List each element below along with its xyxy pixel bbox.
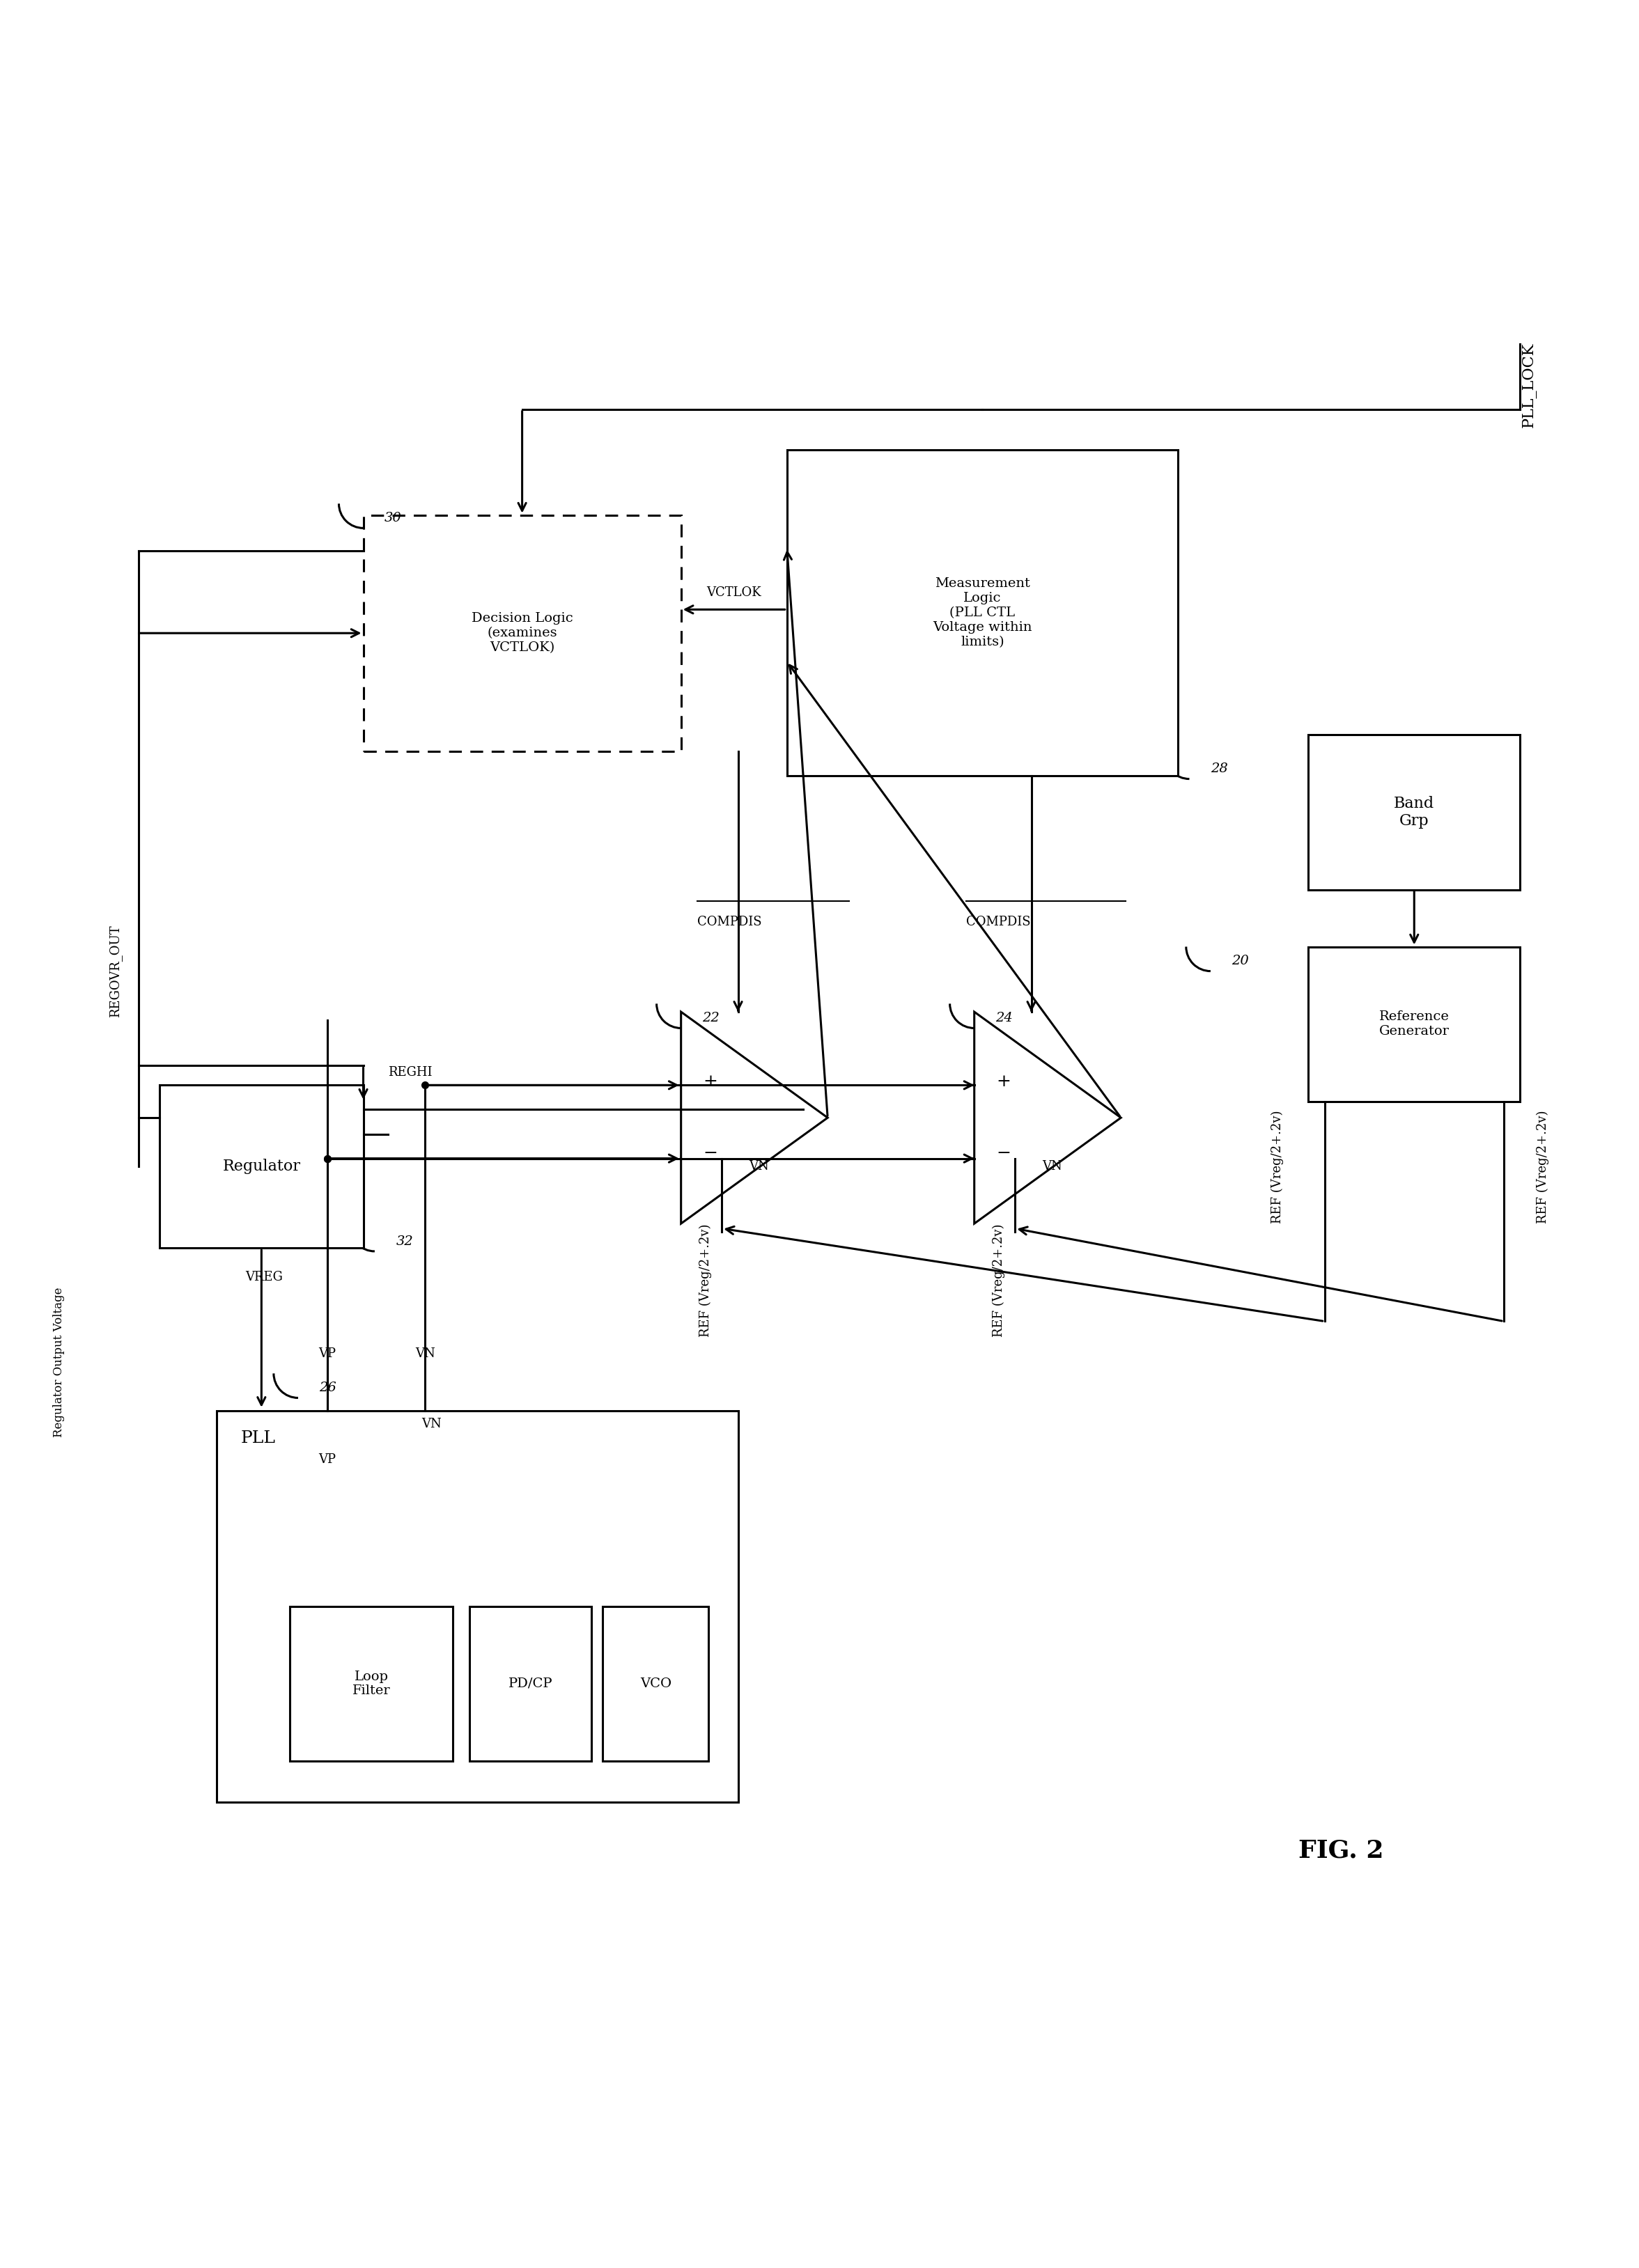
Bar bbox=[290, 1606, 452, 1760]
Text: PLL: PLL bbox=[241, 1431, 275, 1447]
Text: VN: VN bbox=[1042, 1161, 1062, 1173]
Text: REF (Vreg/2+.2v): REF (Vreg/2+.2v) bbox=[1272, 1109, 1283, 1222]
Bar bbox=[1308, 946, 1519, 1102]
Text: VN: VN bbox=[421, 1418, 443, 1431]
Text: REF (Vreg/2+.2v): REF (Vreg/2+.2v) bbox=[1536, 1109, 1549, 1222]
Text: VCTLOK: VCTLOK bbox=[706, 585, 762, 599]
Text: Loop
Filter: Loop Filter bbox=[352, 1669, 390, 1696]
Text: 24: 24 bbox=[995, 1012, 1013, 1025]
Text: REGOVR_OUT: REGOVR_OUT bbox=[110, 925, 123, 1018]
Bar bbox=[364, 515, 682, 751]
Text: Measurement
Logic
(PLL CTL
Voltage within
limits): Measurement Logic (PLL CTL Voltage withi… bbox=[933, 578, 1033, 649]
Text: COMPDIS: COMPDIS bbox=[965, 916, 1031, 928]
Text: VP: VP bbox=[318, 1347, 336, 1361]
Bar bbox=[469, 1606, 592, 1760]
Text: PLL_LOCK: PLL_LOCK bbox=[1521, 342, 1536, 426]
Text: Band
Grp: Band Grp bbox=[1393, 796, 1434, 828]
Bar bbox=[159, 1084, 364, 1247]
Text: +: + bbox=[703, 1073, 718, 1091]
Text: −: − bbox=[703, 1145, 718, 1161]
Text: 20: 20 bbox=[1233, 955, 1249, 968]
Text: FIG. 2: FIG. 2 bbox=[1298, 1839, 1383, 1862]
Text: VN: VN bbox=[415, 1347, 436, 1361]
Text: 30: 30 bbox=[385, 513, 402, 524]
Text: 28: 28 bbox=[1211, 762, 1228, 776]
Text: VREG: VREG bbox=[246, 1270, 282, 1284]
Bar bbox=[787, 449, 1178, 776]
Text: Decision Logic
(examines
VCTLOK): Decision Logic (examines VCTLOK) bbox=[472, 612, 574, 653]
Text: REGHI: REGHI bbox=[388, 1066, 433, 1077]
Text: REF (Vreg/2+.2v): REF (Vreg/2+.2v) bbox=[992, 1225, 1005, 1338]
Text: REF (Vreg/2+.2v): REF (Vreg/2+.2v) bbox=[700, 1225, 711, 1338]
Text: PD/CP: PD/CP bbox=[508, 1678, 552, 1690]
Text: VP: VP bbox=[318, 1454, 336, 1465]
Text: COMPDIS: COMPDIS bbox=[697, 916, 762, 928]
Text: 32: 32 bbox=[397, 1236, 413, 1247]
Text: −: − bbox=[997, 1145, 1011, 1161]
Bar bbox=[603, 1606, 708, 1760]
Bar bbox=[1308, 735, 1519, 889]
Text: Regulator: Regulator bbox=[223, 1159, 300, 1175]
Text: +: + bbox=[997, 1073, 1011, 1091]
Text: 22: 22 bbox=[701, 1012, 720, 1025]
Text: Reference
Generator: Reference Generator bbox=[1378, 1012, 1449, 1036]
Text: 26: 26 bbox=[320, 1381, 336, 1395]
Text: Regulator Output Voltage: Regulator Output Voltage bbox=[52, 1286, 64, 1438]
Text: VCO: VCO bbox=[641, 1678, 672, 1690]
Bar bbox=[216, 1411, 738, 1801]
Text: VN: VN bbox=[749, 1161, 769, 1173]
